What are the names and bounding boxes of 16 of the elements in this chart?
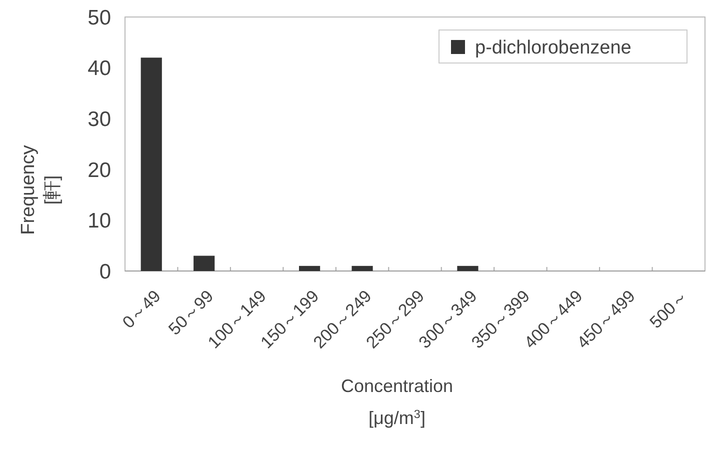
bar (194, 256, 215, 271)
y-tick-label: 0 (99, 260, 111, 284)
bar (457, 266, 478, 271)
bar (352, 266, 373, 271)
x-axis-title: Concentration [μg/m$^{3}$] (340, 376, 454, 428)
y-tick-label: 30 (88, 108, 111, 131)
x-tick-label: 500～ (646, 286, 692, 332)
x-tick-label: 0～49 (118, 286, 164, 332)
bar (140, 58, 162, 271)
y-axis-title: Frequency [軒] (18, 144, 63, 235)
y-tick-label: 10 (88, 210, 111, 233)
y-tick-label: 40 (88, 57, 111, 80)
y-tick-label: 50 (88, 6, 111, 30)
legend-label: p-dichlorobenzene (475, 38, 632, 59)
bar (299, 266, 320, 271)
y-tick-label: 20 (88, 158, 111, 182)
